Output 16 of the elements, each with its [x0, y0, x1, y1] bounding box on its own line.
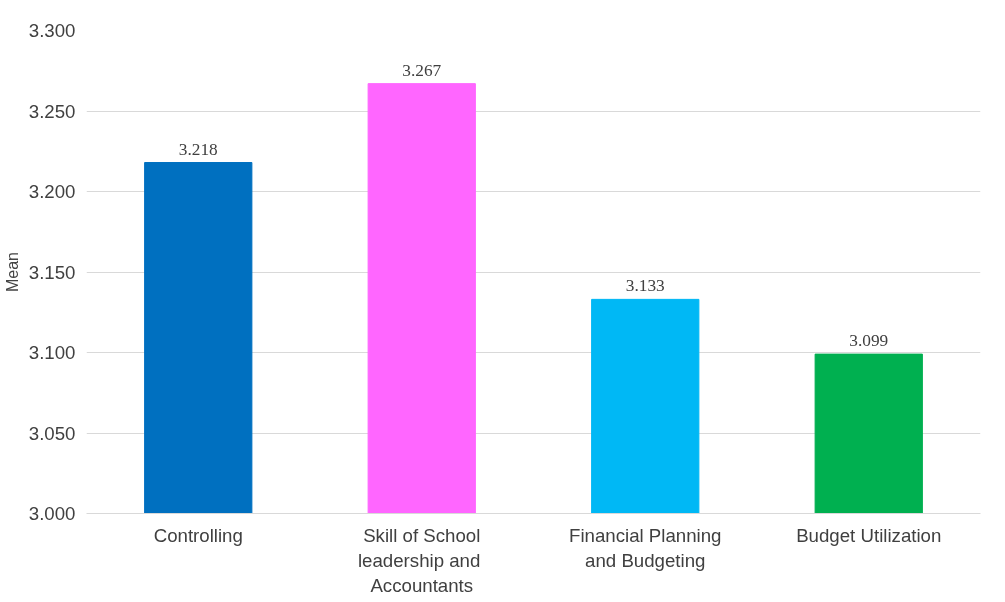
- data-label: 3.218: [178, 139, 218, 159]
- y-tick-label: 3.300: [28, 20, 76, 41]
- y-tick-label: 3.000: [28, 503, 76, 524]
- x-tick-label: Skill of School leadership and Accountants: [357, 524, 481, 596]
- y-tick-label: 3.250: [28, 100, 76, 122]
- y-tick-label: 3.150: [28, 261, 76, 283]
- y-axis-title: Mean: [3, 251, 21, 293]
- y-tick-label: 3.200: [28, 181, 76, 202]
- data-label: 3.267: [402, 60, 442, 80]
- data-label: 3.099: [849, 331, 889, 351]
- data-label: 3.133: [625, 276, 665, 296]
- x-tick-label: Controlling: [153, 524, 243, 546]
- y-tick-label: 3.050: [28, 422, 76, 444]
- x-tick-label: Financial Planning and Budgeting: [569, 524, 722, 571]
- x-tick-label: Budget Utilization: [796, 524, 942, 546]
- y-tick-label: 3.100: [28, 342, 76, 363]
